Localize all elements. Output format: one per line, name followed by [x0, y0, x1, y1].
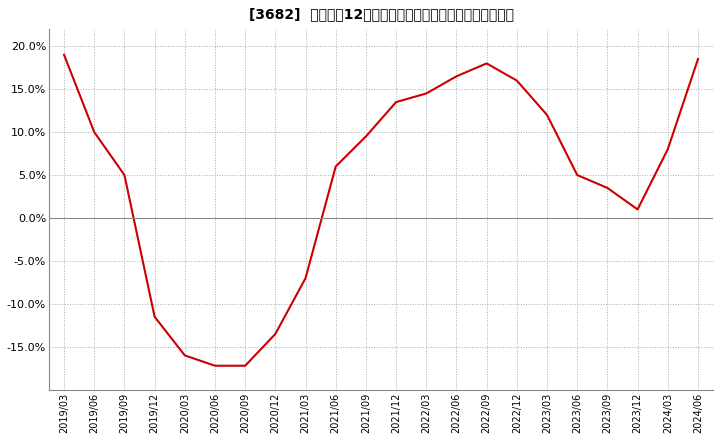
- Title: [3682]  売上高の12か月移動合計の対前年同期増減率の推移: [3682] 売上高の12か月移動合計の対前年同期増減率の推移: [248, 7, 513, 21]
